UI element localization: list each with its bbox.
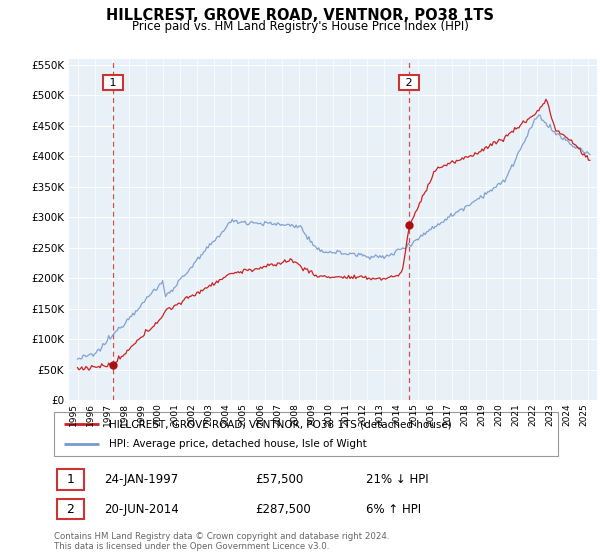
Text: 2022: 2022 [529, 403, 538, 426]
Text: 2014: 2014 [392, 403, 401, 426]
Text: 1998: 1998 [119, 403, 128, 426]
Text: 2017: 2017 [443, 403, 452, 426]
Text: 20-JUN-2014: 20-JUN-2014 [104, 502, 179, 516]
Text: £57,500: £57,500 [256, 473, 304, 486]
Text: 2000: 2000 [154, 403, 163, 426]
Text: 2016: 2016 [426, 403, 435, 426]
Text: 2013: 2013 [375, 403, 384, 426]
Text: 2021: 2021 [511, 403, 520, 426]
Text: HILLCREST, GROVE ROAD, VENTNOR, PO38 1TS (detached house): HILLCREST, GROVE ROAD, VENTNOR, PO38 1TS… [109, 419, 452, 429]
Text: 6% ↑ HPI: 6% ↑ HPI [367, 502, 422, 516]
Text: 2015: 2015 [409, 403, 418, 426]
Text: 2008: 2008 [290, 403, 299, 426]
Text: 2023: 2023 [545, 403, 554, 426]
Text: 2: 2 [67, 502, 74, 516]
Text: HPI: Average price, detached house, Isle of Wight: HPI: Average price, detached house, Isle… [109, 439, 367, 449]
Text: 1999: 1999 [137, 403, 146, 426]
Text: 2011: 2011 [341, 403, 350, 426]
Text: Price paid vs. HM Land Registry's House Price Index (HPI): Price paid vs. HM Land Registry's House … [131, 20, 469, 32]
Text: 2012: 2012 [358, 403, 367, 426]
Text: 1996: 1996 [86, 403, 95, 426]
Text: 1: 1 [67, 473, 74, 486]
Text: 21% ↓ HPI: 21% ↓ HPI [367, 473, 429, 486]
Text: £287,500: £287,500 [256, 502, 311, 516]
Text: 2004: 2004 [222, 403, 231, 426]
Text: 1997: 1997 [103, 403, 112, 426]
Text: 24-JAN-1997: 24-JAN-1997 [104, 473, 179, 486]
Text: 2002: 2002 [188, 403, 197, 426]
Text: 2: 2 [402, 78, 416, 88]
Text: 2020: 2020 [494, 403, 503, 426]
Text: 2005: 2005 [239, 403, 248, 426]
Text: 1995: 1995 [68, 403, 77, 426]
FancyBboxPatch shape [56, 469, 84, 489]
Text: 2007: 2007 [273, 403, 282, 426]
Text: 2010: 2010 [324, 403, 333, 426]
Text: 1: 1 [106, 78, 120, 88]
Text: 2018: 2018 [460, 403, 469, 426]
Text: 2003: 2003 [205, 403, 214, 426]
Text: 2025: 2025 [580, 403, 589, 426]
Text: 2001: 2001 [171, 403, 180, 426]
Text: 2009: 2009 [307, 403, 316, 426]
Text: 2024: 2024 [562, 403, 571, 426]
FancyBboxPatch shape [56, 499, 84, 519]
Text: HILLCREST, GROVE ROAD, VENTNOR, PO38 1TS: HILLCREST, GROVE ROAD, VENTNOR, PO38 1TS [106, 8, 494, 24]
Text: 2019: 2019 [477, 403, 486, 426]
FancyBboxPatch shape [54, 412, 558, 456]
Text: 2006: 2006 [256, 403, 265, 426]
Text: Contains HM Land Registry data © Crown copyright and database right 2024.
This d: Contains HM Land Registry data © Crown c… [54, 532, 389, 552]
